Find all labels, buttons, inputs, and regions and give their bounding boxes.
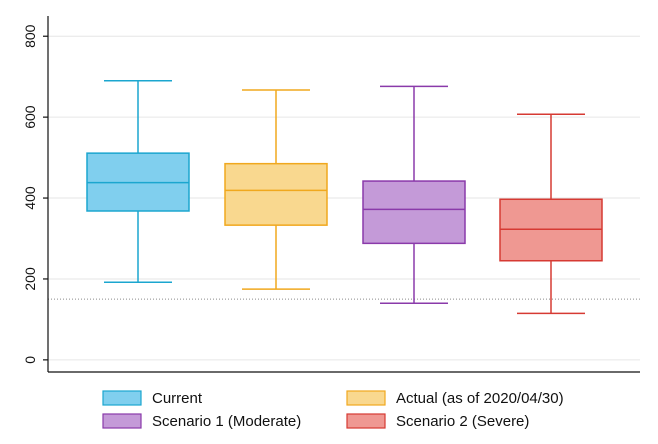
legend-label: Actual (as of 2020/04/30) xyxy=(396,390,564,407)
iqr-box xyxy=(499,198,603,262)
box-group xyxy=(362,85,466,304)
legend-swatch xyxy=(346,390,386,406)
box-group xyxy=(86,79,190,283)
box-group xyxy=(499,113,603,315)
iqr-box xyxy=(224,162,328,226)
y-tick-label: 0 xyxy=(22,356,38,364)
iqr-box xyxy=(362,180,466,245)
y-tick-label: 400 xyxy=(22,186,38,210)
axes: 0 200 400 600 800 xyxy=(22,16,640,373)
legend-label: Scenario 1 (Moderate) xyxy=(152,413,301,430)
y-tick-label: 600 xyxy=(22,105,38,129)
legend-swatch xyxy=(102,390,142,406)
y-tick-label: 200 xyxy=(22,267,38,291)
legend-item: Scenario 1 (Moderate) xyxy=(102,413,301,430)
legend-label: Scenario 2 (Severe) xyxy=(396,413,529,430)
legend-item: Actual (as of 2020/04/30) xyxy=(346,390,564,407)
legend-swatch xyxy=(346,413,386,429)
legend-label: Current xyxy=(152,390,203,407)
box-group xyxy=(224,89,328,290)
boxes xyxy=(86,79,603,315)
legend: Current Actual (as of 2020/04/30) Scenario… xyxy=(102,390,564,430)
legend-swatch xyxy=(102,413,142,429)
legend-item: Current xyxy=(102,390,203,407)
y-tick-label: 800 xyxy=(22,24,38,48)
legend-item: Scenario 2 (Severe) xyxy=(346,413,529,430)
